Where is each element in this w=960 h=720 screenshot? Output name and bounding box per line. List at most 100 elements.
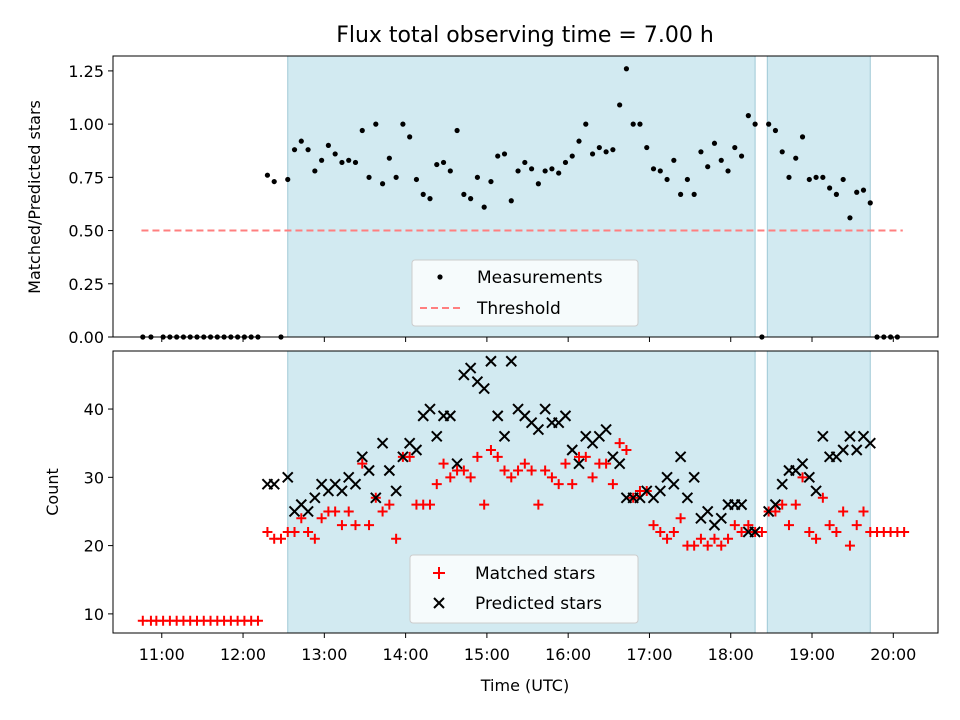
- ytick-label: 10: [84, 605, 104, 624]
- predicted-point: [397, 451, 409, 463]
- matched-point: [479, 499, 490, 510]
- predicted-point: [376, 437, 389, 449]
- matched-point: [580, 451, 591, 462]
- predicted-point: [383, 464, 396, 477]
- predicted-point: [701, 505, 714, 518]
- measurement-point: [522, 159, 528, 166]
- measurement-point: [827, 185, 833, 191]
- predicted-point: [681, 492, 694, 504]
- measurement-point: [833, 191, 839, 197]
- ytick-label: 20: [84, 537, 104, 556]
- legend-predicted-marker: [433, 597, 445, 609]
- measurement-point: [772, 127, 779, 134]
- measurement-point: [603, 149, 609, 155]
- matched-point: [499, 465, 510, 476]
- matched-point: [601, 458, 612, 469]
- measurement-point: [379, 181, 386, 187]
- ratio-panel-frame: [112, 55, 939, 338]
- measurement-point: [732, 144, 738, 151]
- measurement-point: [434, 161, 440, 168]
- matched-point: [770, 506, 781, 517]
- measurement-point: [752, 121, 758, 127]
- predicted-point: [837, 444, 849, 456]
- matched-point: [485, 445, 496, 456]
- matched-point: [811, 533, 822, 544]
- predicted-point: [424, 403, 436, 415]
- predicted-point: [451, 457, 463, 470]
- predicted-point: [370, 492, 382, 504]
- predicted-point: [268, 478, 280, 490]
- predicted-point: [613, 457, 626, 470]
- ytick-label: 30: [84, 468, 104, 487]
- ytick-label: 40: [84, 400, 104, 419]
- predicted-point: [478, 382, 490, 395]
- count-ylabel: Count: [43, 468, 62, 516]
- ytick-label: 0.00: [68, 328, 104, 347]
- measurement-point: [495, 153, 501, 159]
- measurement-point: [596, 144, 602, 151]
- ytick-label: 1.00: [68, 115, 104, 134]
- matched-point: [275, 533, 286, 544]
- measurement-point: [291, 147, 298, 153]
- predicted-point: [336, 485, 348, 497]
- measurement-point: [420, 191, 426, 197]
- matched-point: [445, 472, 456, 483]
- measurement-point: [535, 181, 541, 187]
- predicted-point: [573, 457, 585, 470]
- matched-point: [309, 533, 320, 544]
- measurement-point: [650, 166, 657, 172]
- measurement-point: [325, 142, 331, 149]
- matched-point: [736, 526, 747, 537]
- matched-point: [492, 451, 503, 462]
- xtick-label: 11:00: [139, 645, 185, 664]
- measurement-point: [501, 151, 508, 157]
- measurement-point: [305, 147, 311, 153]
- predicted-point: [688, 471, 700, 484]
- matched-point: [438, 458, 449, 469]
- predicted-point: [464, 362, 477, 374]
- measurement-point: [481, 204, 487, 210]
- matched-point: [607, 479, 618, 490]
- measurement-point: [447, 168, 453, 174]
- measurement-point: [860, 187, 867, 193]
- matched-point: [824, 520, 835, 531]
- matched-point: [526, 465, 537, 476]
- predicted-point: [349, 478, 362, 490]
- measurement-point: [562, 159, 569, 166]
- measurement-point: [400, 121, 406, 127]
- legend-measurements-marker: [437, 274, 443, 280]
- measurement-point: [678, 191, 684, 197]
- measurement-point: [440, 159, 447, 166]
- predicted-point: [769, 498, 782, 511]
- matched-point: [689, 540, 700, 551]
- measurement-point: [271, 178, 277, 185]
- measurement-point: [407, 134, 413, 140]
- measurement-point: [474, 174, 481, 180]
- predicted-point: [532, 423, 545, 436]
- matched-point: [472, 451, 483, 462]
- ratio-panel: 0.00 0.25 0.50 0.75 1.00 1.25 Matched/Predict…: [25, 55, 939, 347]
- measurement-point: [847, 215, 853, 221]
- predicted-point: [654, 485, 666, 497]
- predicted-point: [864, 437, 876, 449]
- count-xlabel: Time (UTC): [480, 676, 569, 695]
- predicted-point: [566, 444, 578, 456]
- matched-point: [384, 499, 395, 510]
- ratio-legend-box: [411, 259, 639, 327]
- predicted-point: [559, 410, 572, 422]
- matched-point: [729, 520, 740, 531]
- measurement-point: [569, 153, 575, 159]
- predicted-point: [749, 526, 761, 538]
- measurement-point: [786, 174, 792, 180]
- ytick-label: 1.25: [68, 62, 104, 81]
- matched-point: [519, 458, 530, 469]
- matched-point: [777, 499, 788, 510]
- predicted-point: [505, 355, 517, 367]
- measurement-point: [386, 155, 392, 161]
- ytick-label: 0.50: [68, 222, 104, 241]
- matched-point: [377, 506, 388, 517]
- predicted-point: [796, 457, 809, 470]
- matched-point: [851, 520, 862, 531]
- measurement-point: [793, 155, 799, 161]
